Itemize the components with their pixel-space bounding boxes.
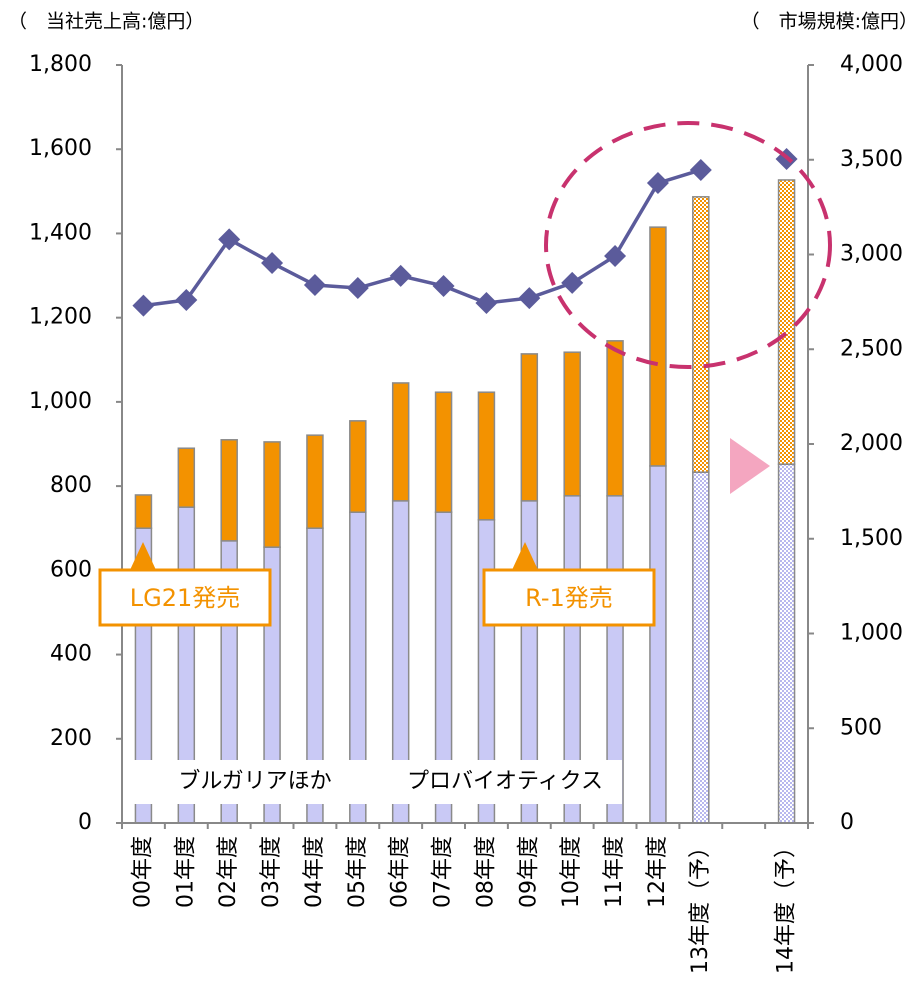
x-tick-label: 09年度 [516,836,541,908]
y-tick-label: 600 [50,557,92,582]
annotation: LG21発売 [130,584,241,612]
marker [689,158,712,181]
annotation-pointer [130,542,156,570]
y-tick-label: 1,200 [29,305,92,330]
x-tick-label: 12年度 [645,836,670,908]
bar [563,351,581,497]
marker [561,271,584,294]
x-tick-label: 07年度 [431,836,456,908]
x-tick-label: 02年度 [216,836,241,908]
bar [520,353,539,502]
x-tick-label: 00年度 [130,836,155,908]
bar [606,340,624,497]
y2-tick-label: 1,000 [840,621,903,646]
bar [177,447,196,508]
bar [434,391,453,513]
marker [175,288,198,311]
marker [518,287,541,310]
y-axis-title: （ 当社売上高:億円） [8,11,204,33]
y2-axis-title: （ 市場規模:億円） [741,11,918,33]
y-tick-label: 1,600 [29,136,92,161]
bar [692,196,710,473]
y-tick-label: 200 [50,726,92,751]
bar [220,439,238,542]
bar [349,420,367,513]
legend-box [126,760,622,804]
bar [777,463,796,824]
x-tick-label: 10年度 [559,836,584,908]
bar [649,465,667,824]
y2-tick-label: 3,000 [840,242,903,267]
y2-tick-label: 3,500 [840,147,903,172]
y-tick-label: 0 [78,810,92,835]
bar [649,226,667,467]
highlight-ellipse [544,121,832,369]
marker [389,264,412,287]
x-tick-label: 08年度 [473,836,498,908]
x-tick-label: 14年度（予） [774,836,799,974]
marker [346,277,369,300]
plot: 02004006008001,0001,2001,4001,6001,80005… [29,52,903,974]
bar [306,434,324,529]
x-tick-label: 05年度 [345,836,370,908]
y-tick-label: 800 [50,473,92,498]
annotation-pointer [512,542,538,570]
y2-tick-label: 2,500 [840,336,903,361]
y2-tick-label: 4,000 [840,52,903,77]
x-tick-label: 06年度 [388,836,413,908]
marker [261,252,284,275]
y2-tick-label: 2,000 [840,431,903,456]
marker [432,274,455,297]
y-tick-label: 400 [50,642,92,667]
x-tick-label: 01年度 [173,836,198,908]
bar [391,382,410,502]
legend-label: プロバイオティクス [407,769,603,794]
line [143,168,702,308]
x-tick-label: 13年度（予） [688,836,713,974]
x-tick-label: 11年度 [602,836,627,908]
y2-tick-label: 1,500 [840,526,903,551]
bar [692,471,710,824]
bar [477,391,496,521]
bar [777,179,796,465]
legend-label: ブルガリアほか [178,769,331,794]
y-tick-label: 1,400 [29,220,92,245]
x-tick-label: 04年度 [302,836,327,908]
annotation: R-1発売 [525,584,613,612]
marker [604,245,627,268]
x-tick-label: 03年度 [259,836,284,908]
bar [134,494,153,529]
y2-tick-label: 500 [840,715,882,740]
y-tick-label: 1,000 [29,389,92,414]
bar [263,441,281,548]
annotation-box [482,568,656,627]
marker [646,172,669,195]
marker [218,228,241,251]
annotation-box [98,568,272,627]
arrow [730,438,770,494]
marker [303,274,326,297]
marker [132,294,155,317]
marker [475,292,498,315]
y-tick-label: 1,800 [29,52,92,77]
y2-tick-label: 0 [840,810,854,835]
